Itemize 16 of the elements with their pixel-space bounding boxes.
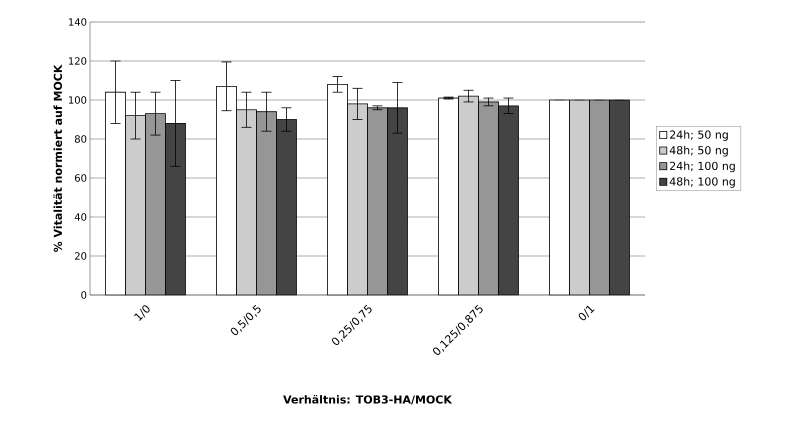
legend-label: 24h; 50 ng xyxy=(670,130,728,141)
y-tick-label: 0 xyxy=(81,291,86,299)
y-axis-title: % Vitalität normiert auf MOCK xyxy=(53,64,62,252)
y-tick-label: 140 xyxy=(68,18,86,26)
y-tick-label: 100 xyxy=(68,96,86,104)
y-tick-label: 40 xyxy=(74,213,86,221)
legend-label: 24h; 100 ng xyxy=(670,162,735,172)
legend-label: 48h; 100 ng xyxy=(670,177,735,188)
y-tick-label: 20 xyxy=(74,252,86,260)
x-axis-title: Verhältnis: TOB3-HA/MOCK xyxy=(283,394,452,404)
x-tick-label: 1/0 xyxy=(134,305,150,321)
x-tick-label: 0/1 xyxy=(578,306,595,320)
y-tick-label: 60 xyxy=(74,174,86,182)
legend-label: 48h; 50 ng xyxy=(670,146,728,157)
y-tick-label: 120 xyxy=(68,57,86,65)
y-tick-label: 80 xyxy=(74,135,86,143)
